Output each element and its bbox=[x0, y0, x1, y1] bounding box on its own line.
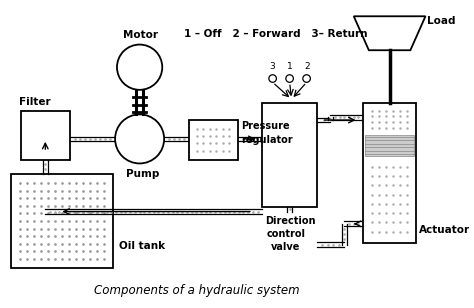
Text: 1: 1 bbox=[287, 62, 292, 71]
Text: valve: valve bbox=[271, 242, 300, 252]
Circle shape bbox=[286, 75, 293, 82]
Polygon shape bbox=[354, 16, 426, 50]
Text: control: control bbox=[267, 229, 306, 239]
Text: Load: Load bbox=[428, 16, 456, 26]
Text: regulator: regulator bbox=[242, 135, 293, 145]
Circle shape bbox=[115, 114, 164, 164]
Text: 3: 3 bbox=[269, 62, 274, 71]
Text: Filter: Filter bbox=[19, 97, 51, 107]
Text: Components of a hydraulic system: Components of a hydraulic system bbox=[94, 284, 300, 297]
Text: Pump: Pump bbox=[127, 169, 160, 179]
Text: Pressure: Pressure bbox=[242, 121, 290, 132]
Bar bbox=[262, 103, 317, 207]
Bar bbox=[363, 103, 416, 243]
Bar bbox=[21, 111, 70, 160]
Text: 2: 2 bbox=[305, 62, 310, 71]
Text: Actuator: Actuator bbox=[419, 225, 470, 235]
Text: Direction: Direction bbox=[265, 216, 316, 226]
Circle shape bbox=[303, 75, 310, 82]
Bar bbox=[365, 135, 414, 156]
Bar bbox=[11, 174, 113, 268]
Bar bbox=[189, 120, 238, 160]
Circle shape bbox=[269, 75, 276, 82]
Circle shape bbox=[117, 45, 162, 90]
Text: 1 – Off   2 – Forward   3– Return: 1 – Off 2 – Forward 3– Return bbox=[184, 29, 367, 39]
Text: Motor: Motor bbox=[123, 30, 158, 40]
Text: Oil tank: Oil tank bbox=[119, 241, 165, 251]
